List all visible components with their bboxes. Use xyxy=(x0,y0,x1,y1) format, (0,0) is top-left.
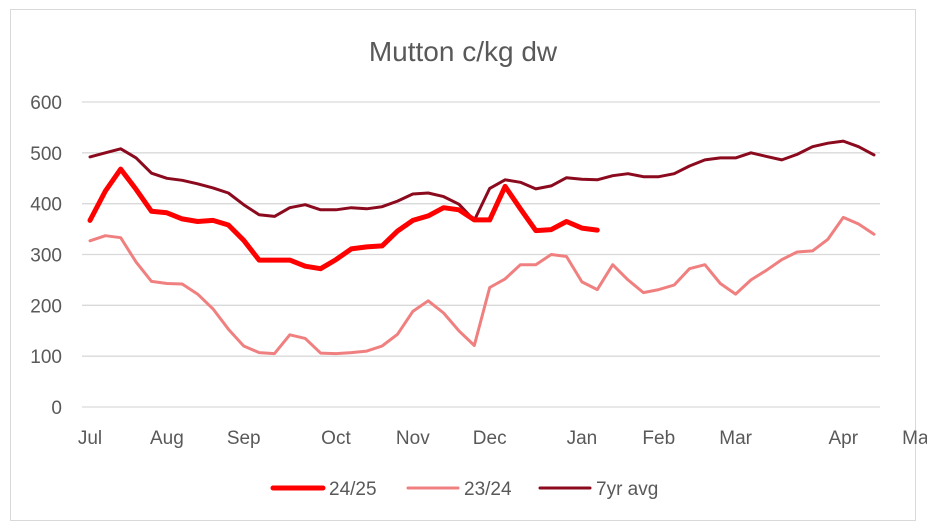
x-tick-label-sep: Sep xyxy=(227,428,261,449)
x-tick-label-oct: Oct xyxy=(321,428,351,449)
series-line-23-24 xyxy=(88,215,876,356)
y-tick-label: 200 xyxy=(30,296,62,317)
series-lines xyxy=(87,139,876,356)
legend-label: 7yr avg xyxy=(596,479,658,500)
legend-label: 23/24 xyxy=(464,479,512,500)
y-axis-ticks: 0 100 200 300 400 500 600 xyxy=(30,93,62,419)
series-line-24-25 xyxy=(87,166,600,272)
x-tick-label-jan: Jan xyxy=(567,428,598,449)
x-tick-label-apr: Apr xyxy=(828,428,858,449)
x-tick-label-aug: Aug xyxy=(150,428,184,449)
y-tick-label: 300 xyxy=(30,246,62,267)
y-tick-label: 600 xyxy=(30,93,62,114)
x-tick-label-dec: Dec xyxy=(473,428,507,449)
x-tick-label-may: May xyxy=(902,428,927,449)
x-tick-label-feb: Feb xyxy=(642,428,675,449)
y-tick-label: 0 xyxy=(51,398,62,419)
y-tick-label: 400 xyxy=(30,195,62,216)
legend-label: 24/25 xyxy=(329,479,377,500)
chart-title: Mutton c/kg dw xyxy=(369,36,558,67)
legend: 24/25 23/24 7yr avg xyxy=(270,479,658,500)
y-tick-label: 100 xyxy=(30,347,62,368)
gridlines xyxy=(82,101,880,408)
x-tick-label-nov: Nov xyxy=(396,428,430,449)
series-line-7yr-avg xyxy=(88,139,876,222)
x-axis-ticks: JulAugSepOctNovDecJanFebMarAprMayJun xyxy=(78,428,927,449)
y-tick-label: 500 xyxy=(30,144,62,165)
x-tick-label-mar: Mar xyxy=(719,428,752,449)
chart-frame xyxy=(10,9,916,521)
x-tick-label-jul: Jul xyxy=(78,428,102,449)
